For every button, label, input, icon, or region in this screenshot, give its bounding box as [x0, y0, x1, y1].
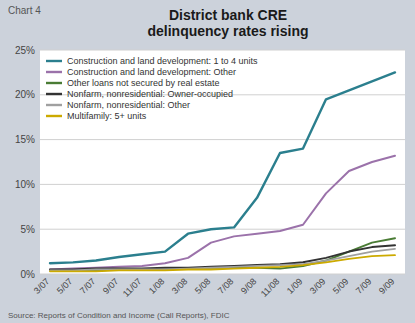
- x-tick-label: 9/08: [239, 276, 258, 295]
- grid-line: [40, 139, 405, 140]
- x-tick-label: 7/08: [216, 276, 235, 295]
- y-tick-label: 15%: [15, 134, 35, 145]
- series-line: [50, 238, 395, 270]
- legend-swatch: [46, 93, 62, 95]
- y-tick-label: 0%: [21, 269, 36, 280]
- legend-swatch: [46, 104, 62, 106]
- series-line: [50, 255, 395, 271]
- plot-area: [40, 50, 405, 274]
- x-tick-label: 11/07: [121, 276, 144, 299]
- legend: Construction and land development: 1 to …: [46, 56, 258, 121]
- legend-label: Construction and land development: Other: [67, 67, 236, 77]
- x-tick-label: 3/07: [32, 276, 51, 295]
- x-tick-label: 1/08: [147, 276, 166, 295]
- x-tick-label: 3/08: [170, 276, 189, 295]
- x-tick-label: 9/07: [101, 276, 120, 295]
- series-group: [50, 72, 395, 271]
- title-line: delinquency rates rising: [147, 23, 308, 39]
- legend-label: Nonfarm, nonresidential: Other: [67, 100, 190, 110]
- x-tick-label: 11/08: [259, 276, 282, 299]
- grid-line: [40, 184, 405, 185]
- series-line: [50, 72, 395, 263]
- x-tick-label: 9/09: [377, 276, 396, 295]
- x-tick-label: 5/08: [193, 276, 212, 295]
- legend-label: Multifamily: 5+ units: [67, 111, 147, 121]
- y-tick-label: 5%: [21, 224, 36, 235]
- x-tick-label: 3/09: [308, 276, 327, 295]
- legend-label: Construction and land development: 1 to …: [67, 56, 258, 66]
- legend-swatch: [46, 71, 62, 73]
- source: Source: Reports of Condition and Income …: [8, 311, 230, 320]
- x-tick-label: 5/09: [331, 276, 350, 295]
- grid-line: [40, 274, 405, 275]
- series-line: [50, 245, 395, 269]
- series-line: [50, 249, 395, 271]
- legend-label: Other loans not secured by real estate: [67, 78, 220, 88]
- x-tick-label: 7/07: [78, 276, 97, 295]
- title: District bank CREdelinquency rates risin…: [147, 7, 308, 39]
- x-tick-label: 5/07: [55, 276, 74, 295]
- title-line: District bank CRE: [169, 7, 287, 23]
- chart: District bank CREdelinquency rates risin…: [0, 0, 415, 323]
- series-line: [50, 156, 395, 270]
- legend-swatch: [46, 115, 62, 117]
- x-tick-label: 1/09: [285, 276, 304, 295]
- legend-swatch: [46, 82, 62, 84]
- chart-label: Chart 4: [8, 5, 41, 16]
- grid-line: [40, 50, 405, 51]
- y-tick-label: 25%: [15, 45, 35, 56]
- legend-swatch: [46, 60, 62, 62]
- legend-label: Nonfarm, nonresidential: Owner-occupied: [67, 89, 233, 99]
- y-tick-label: 20%: [15, 89, 35, 100]
- y-tick-label: 10%: [15, 179, 35, 190]
- x-tick-label: 7/09: [354, 276, 373, 295]
